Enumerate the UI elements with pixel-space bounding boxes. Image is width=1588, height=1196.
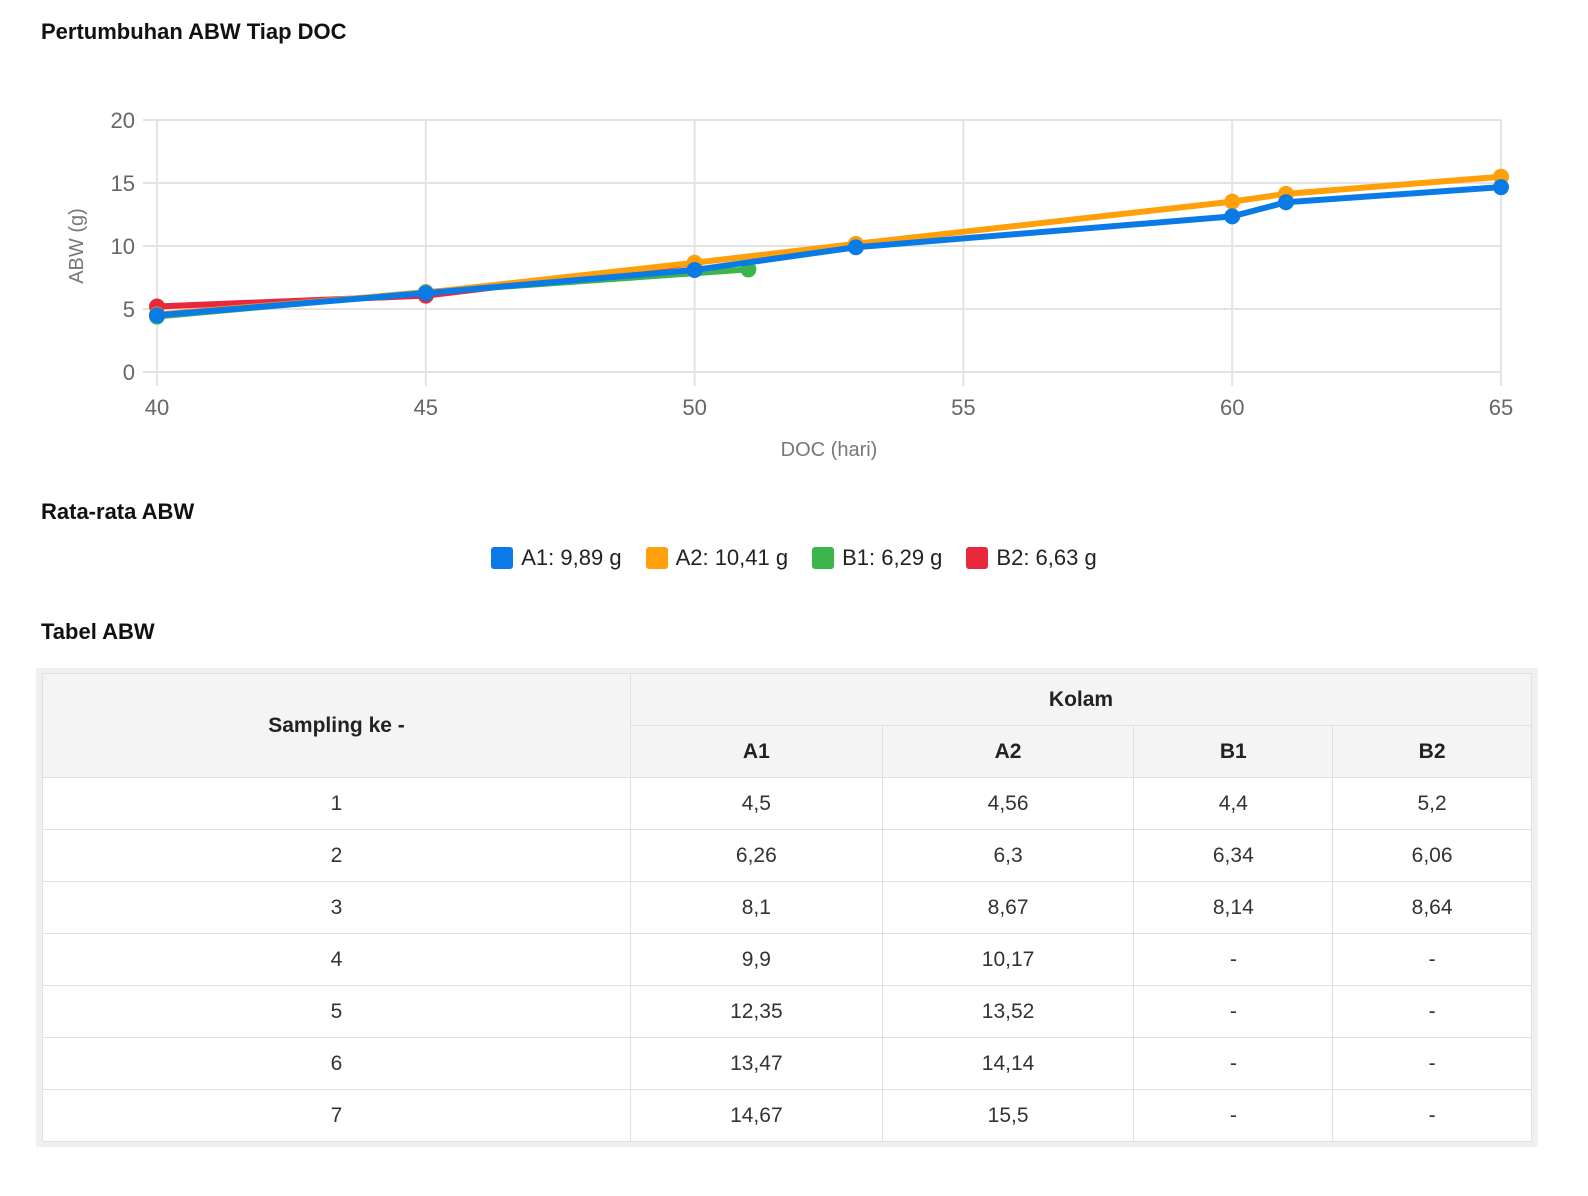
table-cell: 8,64: [1332, 881, 1532, 934]
table-cell: 6,26: [630, 829, 883, 882]
legend-item[interactable]: A1: 9,89 g: [491, 545, 622, 571]
y-tick-label: 0: [123, 360, 135, 385]
column-header: A2: [881, 725, 1135, 778]
table-cell: 1: [42, 777, 631, 830]
table-cell: -: [1133, 933, 1334, 986]
y-tick-label: 15: [111, 171, 135, 196]
table-cell: 2: [42, 829, 631, 882]
legend-swatch: [491, 547, 514, 569]
table-cell: 6,06: [1332, 829, 1532, 882]
legend-swatch: [966, 547, 989, 569]
legend-label: B1: 6,29 g: [842, 545, 943, 570]
legend-item[interactable]: B1: 6,29 g: [812, 545, 942, 571]
legend-label: A1: 9,89 g: [521, 545, 622, 570]
table-cell: 4,56: [881, 777, 1135, 830]
abw-table: Sampling ke - Kolam A1 A2 B1 B2 1 4,5 4,56 4,4…: [42, 673, 1532, 1142]
table-cell: 13,52: [881, 985, 1135, 1038]
table-cell: -: [1133, 1089, 1334, 1142]
legend-label: A2: 10,41 g: [675, 545, 789, 570]
x-tick-label: 65: [1489, 395, 1513, 420]
legend-label: B2: 6,63 g: [996, 545, 1097, 570]
data-point-a1: [417, 285, 434, 302]
table-cell: -: [1133, 985, 1334, 1038]
x-tick-label: 60: [1220, 395, 1244, 420]
data-point-a1: [1277, 194, 1294, 211]
table-cell: 6,3: [881, 829, 1135, 882]
y-tick-label: 10: [111, 234, 135, 259]
table-row: 6 13,47 14,14- -: [42, 1037, 1532, 1090]
data-point-a1: [149, 307, 165, 324]
table-cell: 12,35: [630, 985, 883, 1038]
table-cell: 13,47: [630, 1037, 883, 1090]
table-cell: 4,4: [1133, 777, 1334, 830]
table-row: 2 6,26 6,3 6,34 6,06: [42, 829, 1532, 882]
table-cell: -: [1332, 1037, 1532, 1090]
table-row: 5 12,35 13,52- -: [42, 985, 1532, 1038]
legend-swatch: [645, 547, 668, 569]
legend-item[interactable]: B2: 6,63 g: [966, 545, 1097, 571]
table-cell: 5: [42, 985, 631, 1038]
x-tick-label: 50: [682, 395, 706, 420]
table-cell: 14,67: [630, 1089, 883, 1142]
table-cell: 8,14: [1133, 881, 1334, 934]
data-point-a1: [1493, 179, 1509, 196]
legend-swatch: [812, 547, 835, 569]
abw-line-chart: 0 5 10 15 20 40 45 50 55 60 65 DOC (hari) ABW (g): [66, 108, 1513, 461]
table-cell: 9,9: [630, 933, 883, 986]
table-cell: 5,2: [1332, 777, 1532, 830]
x-tick-label: 40: [145, 395, 169, 420]
average-title: Rata-rata ABW: [41, 499, 195, 524]
table-row: 1 4,5 4,56 4,4 5,2: [42, 777, 1532, 830]
group-header: Kolam: [630, 673, 1532, 726]
table-cell: 4,5: [630, 777, 883, 830]
table-cell: 4: [42, 933, 631, 986]
row-header: Sampling ke -: [42, 673, 631, 778]
table-cell: 6: [42, 1037, 631, 1090]
table-cell: 14,14: [881, 1037, 1135, 1090]
data-point-a2: [1224, 193, 1241, 210]
table-row: 7 14,67 15,5- -: [42, 1089, 1532, 1142]
x-tick-label: 45: [414, 395, 438, 420]
column-header: B1: [1133, 725, 1334, 778]
legend: A1: 9,89 g A2: 10,41 g B1: 6,29 g B2: 6,63 …: [0, 545, 1588, 571]
series-line-a1: [156, 184, 1502, 319]
table-cell: 7: [42, 1089, 631, 1142]
table-cell: 10,17: [881, 933, 1135, 986]
table-cell: 6,34: [1133, 829, 1334, 882]
column-header: B2: [1332, 725, 1532, 778]
legend-item[interactable]: A2: 10,41 g: [645, 545, 789, 571]
x-axis-label: DOC (hari): [781, 439, 878, 461]
table-cell: -: [1332, 933, 1532, 986]
data-point-a1: [1224, 208, 1241, 225]
abw-table-wrapper: Sampling ke - Kolam A1 A2 B1 B2 1 4,5 4,56 4,4…: [36, 668, 1538, 1147]
table-cell: 15,5: [881, 1089, 1135, 1142]
y-tick-label: 5: [123, 297, 135, 322]
table-cell: -: [1133, 1037, 1334, 1090]
table-cell: 8,1: [630, 881, 883, 934]
y-tick-label: 20: [111, 108, 135, 133]
data-point-a1: [847, 239, 864, 256]
table-cell: -: [1332, 1089, 1532, 1142]
table-cell: -: [1332, 985, 1532, 1038]
table-cell: 8,67: [881, 881, 1135, 934]
table-title: Tabel ABW: [41, 619, 155, 644]
chart-title: Pertumbuhan ABW Tiap DOC: [41, 19, 347, 44]
column-header: A1: [630, 725, 883, 778]
y-axis-label: ABW (g): [66, 208, 88, 284]
table-row: 4 9,9 10,17- -: [42, 933, 1532, 986]
table-row: 3 8,1 8,67 8,14 8,64: [42, 881, 1532, 934]
data-point-a1: [686, 261, 703, 278]
table-cell: 3: [42, 881, 631, 934]
x-tick-label: 55: [951, 395, 975, 420]
